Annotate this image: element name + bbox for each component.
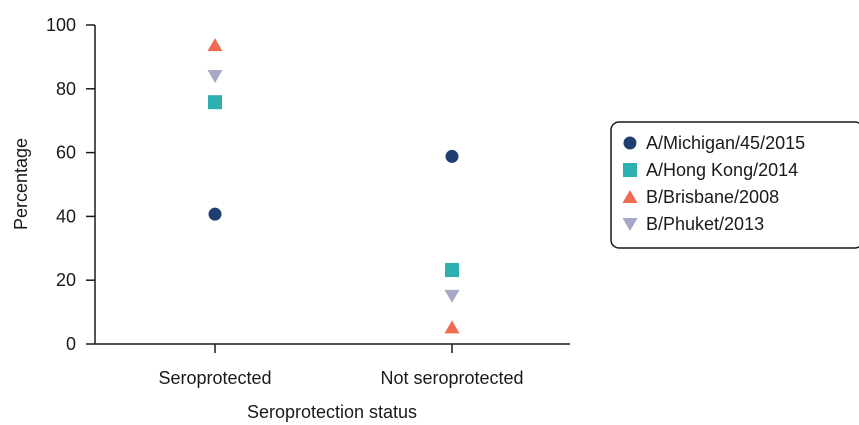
legend-marker <box>623 136 637 150</box>
data-points <box>207 38 460 334</box>
y-tick-label: 60 <box>56 143 76 163</box>
legend-marker <box>622 218 638 231</box>
data-point <box>444 289 460 303</box>
legend: A/Michigan/45/2015 A/Hong Kong/2014 B/Bris… <box>610 121 859 249</box>
x-tick-label: Seroprotected <box>158 368 271 388</box>
x-axis-label: Seroprotection status <box>247 402 417 422</box>
data-point <box>444 320 460 334</box>
y-axis-ticks: 0 20 40 60 80 100 <box>46 15 95 354</box>
data-point <box>445 149 459 163</box>
y-tick-label: 40 <box>56 206 76 226</box>
y-tick-label: 20 <box>56 270 76 290</box>
legend-label: A/Hong Kong/2014 <box>646 160 798 180</box>
legend-box <box>610 121 859 249</box>
legend-label: A/Michigan/45/2015 <box>646 133 805 153</box>
data-point <box>445 262 459 277</box>
y-axis-label: Percentage <box>11 138 31 230</box>
y-tick-label: 80 <box>56 79 76 99</box>
x-tick-label: Not seroprotected <box>380 368 523 388</box>
legend-marker <box>623 163 637 177</box>
y-tick-label: 100 <box>46 15 76 35</box>
data-point <box>208 95 222 110</box>
y-tick-label: 0 <box>66 334 76 354</box>
data-point <box>207 38 223 52</box>
legend-label: B/Brisbane/2008 <box>646 187 779 207</box>
data-point <box>208 207 222 221</box>
data-point <box>207 70 223 84</box>
legend-label: B/Phuket/2013 <box>646 214 764 234</box>
x-axis-ticks: Seroprotected Not seroprotected <box>158 344 524 388</box>
legend-marker <box>622 190 638 203</box>
